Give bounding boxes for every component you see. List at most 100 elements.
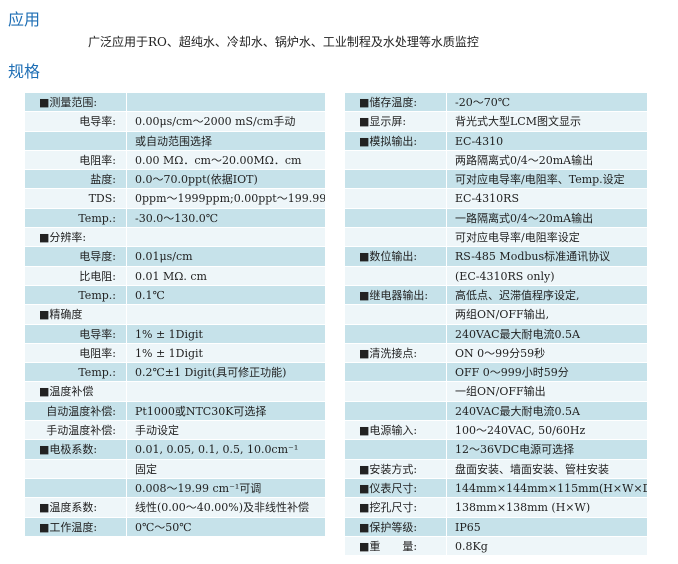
row-value: 240VAC最大耐电流0.5A [447, 401, 648, 421]
row-label [345, 401, 447, 421]
row-label: ■储存温度: [345, 93, 447, 112]
row-value: RS-485 Modbus标准通讯协议 [447, 247, 648, 266]
table-row: ■精确度 [25, 305, 326, 325]
table-row: ■分辨率: [25, 228, 326, 248]
row-label: ■安装方式: [345, 459, 447, 478]
table-row: 或自动范围选择 [25, 131, 326, 151]
row-label [345, 208, 447, 228]
row-value: 0.00 MΩ．cm～20.00MΩ．cm [127, 150, 326, 170]
table-row: ■仪表尺寸: 144mm×144mm×115mm(H×W×D) [345, 478, 648, 499]
row-value: IP65 [447, 517, 648, 536]
row-label [25, 478, 127, 498]
spec-table: ■测量范围: 电导率: 0.00μs/cm～2000 mS/cm手动 或自动范围选择电… [25, 93, 326, 537]
row-value: Pt1000或NTC30K可选择 [127, 401, 326, 421]
row-label [345, 228, 447, 247]
row-label: ■清洗接点: [345, 343, 447, 363]
row-value: 固定 [127, 459, 326, 478]
table-row: ■电源输入: 100～240VAC, 50/60Hz [345, 421, 648, 441]
row-value: 0.2℃±1 Digit(具可修正功能) [127, 363, 326, 382]
table-row: Temp.: 0.1℃ [25, 285, 326, 306]
row-value: 可对应电导率/电阻率设定 [447, 228, 648, 247]
table-row: 一组ON/OFF输出 [345, 382, 648, 402]
table-row: 一路隔离式0/4～20mA输出 [345, 208, 648, 229]
row-value: 可对应电导率/电阻率、Temp.设定 [447, 170, 648, 189]
row-label [25, 459, 127, 478]
table-row: 自动温度补偿: Pt1000或NTC30K可选择 [25, 401, 326, 422]
table-row: 电导度: 0.01μs/cm [25, 247, 326, 267]
table-row: ■工作温度: 0℃～50℃ [25, 517, 326, 537]
row-label: ■重 量: [345, 536, 447, 556]
table-row: Temp.: -30.0～130.0℃ [25, 208, 326, 229]
row-value: 高低点、迟滞值程序设定, [447, 285, 648, 305]
row-value: 线性(0.00～40.00%)及非线性补偿 [127, 498, 326, 517]
table-row: 0.008～19.99 cm⁻¹可调 [25, 478, 326, 499]
spec-table: ■储存温度: -20～70℃ ■显示屏: 背光式大型LCM图文显示 ■模拟输出: EC-4… [345, 93, 648, 557]
row-label [345, 305, 447, 324]
row-label [345, 440, 447, 459]
row-label: Temp.: [25, 208, 127, 228]
row-value: 0.00μs/cm～2000 mS/cm手动 [127, 112, 326, 131]
row-value: 背光式大型LCM图文显示 [447, 112, 648, 131]
table-row: 可对应电导率/电阻率、Temp.设定 [345, 170, 648, 190]
table-row: 固定 [25, 459, 326, 479]
row-label [345, 363, 447, 382]
row-label: ■电源输入: [345, 421, 447, 440]
table-row: ■保护等级: IP65 [345, 517, 648, 537]
row-value [127, 93, 326, 112]
row-value: 1% ± 1Digit [127, 343, 326, 363]
row-value: 0.8Kg [447, 536, 648, 556]
row-value: 手动设定 [127, 421, 326, 440]
row-label: 盐度: [25, 170, 127, 189]
row-label: ■模拟输出: [345, 131, 447, 150]
table-row: 电导率: 0.00μs/cm～2000 mS/cm手动 [25, 112, 326, 132]
row-label [345, 189, 447, 208]
row-value: 0.01 MΩ. cm [127, 266, 326, 285]
row-value: 144mm×144mm×115mm(H×W×D) [447, 478, 648, 498]
row-value: 盘面安装、墙面安装、管柱安装 [447, 459, 648, 478]
row-value: 240VAC最大耐电流0.5A [447, 324, 648, 343]
table-row: 可对应电导率/电阻率设定 [345, 228, 648, 248]
row-label: TDS: [25, 189, 127, 208]
table-row: 12～36VDC电源可选择 [345, 440, 648, 460]
table-row: ■继电器输出: 高低点、迟滞值程序设定, [345, 285, 648, 306]
table-row: ■温度补偿 [25, 382, 326, 402]
row-label: 电阻率: [25, 343, 127, 363]
row-label: ■保护等级: [345, 517, 447, 536]
row-value: EC-4310 [447, 131, 648, 150]
row-label: Temp.: [25, 285, 127, 305]
row-label: ■分辨率: [25, 228, 127, 247]
table-row: 240VAC最大耐电流0.5A [345, 401, 648, 422]
row-value [127, 228, 326, 247]
table-row: ■模拟输出: EC-4310 [345, 131, 648, 151]
table-row: ■显示屏: 背光式大型LCM图文显示 [345, 112, 648, 132]
row-label: ■温度补偿 [25, 382, 127, 401]
row-value: 0.01μs/cm [127, 247, 326, 266]
row-value: 两组ON/OFF输出, [447, 305, 648, 324]
row-value: -30.0～130.0℃ [127, 208, 326, 228]
table-row: 电阻率: 0.00 MΩ．cm～20.00MΩ．cm [25, 150, 326, 171]
table-row: (EC-4310RS only) [345, 266, 648, 286]
row-label: ■温度系数: [25, 498, 127, 517]
row-value: 0℃～50℃ [127, 517, 326, 536]
row-value [127, 382, 326, 401]
row-value: 12～36VDC电源可选择 [447, 440, 648, 459]
row-value: ON 0～99分59秒 [447, 343, 648, 363]
row-value: 100～240VAC, 50/60Hz [447, 421, 648, 440]
table-row: ■挖孔尺寸: 138mm×138mm (H×W) [345, 498, 648, 518]
table-row: ■清洗接点: ON 0～99分59秒 [345, 343, 648, 364]
table-row: 手动温度补偿: 手动设定 [25, 421, 326, 441]
row-value: 0.008～19.99 cm⁻¹可调 [127, 478, 326, 498]
application-text: 广泛应用于RO、超纯水、冷却水、锅炉水、工业制程及水处理等水质监控 [88, 35, 479, 49]
row-label [345, 324, 447, 343]
table-row: 两组ON/OFF输出, [345, 305, 648, 325]
row-label: ■显示屏: [345, 112, 447, 131]
row-value: (EC-4310RS only) [447, 266, 648, 285]
table-row: 盐度: 0.0～70.0ppt(依据IOT) [25, 170, 326, 190]
table-row: 240VAC最大耐电流0.5A [345, 324, 648, 344]
table-row: 比电阻: 0.01 MΩ. cm [25, 266, 326, 286]
row-label [345, 266, 447, 285]
table-row: 电导率: 1% ± 1Digit [25, 324, 326, 344]
table-row: ■数位输出: RS-485 Modbus标准通讯协议 [345, 247, 648, 267]
row-label: 自动温度补偿: [25, 401, 127, 421]
